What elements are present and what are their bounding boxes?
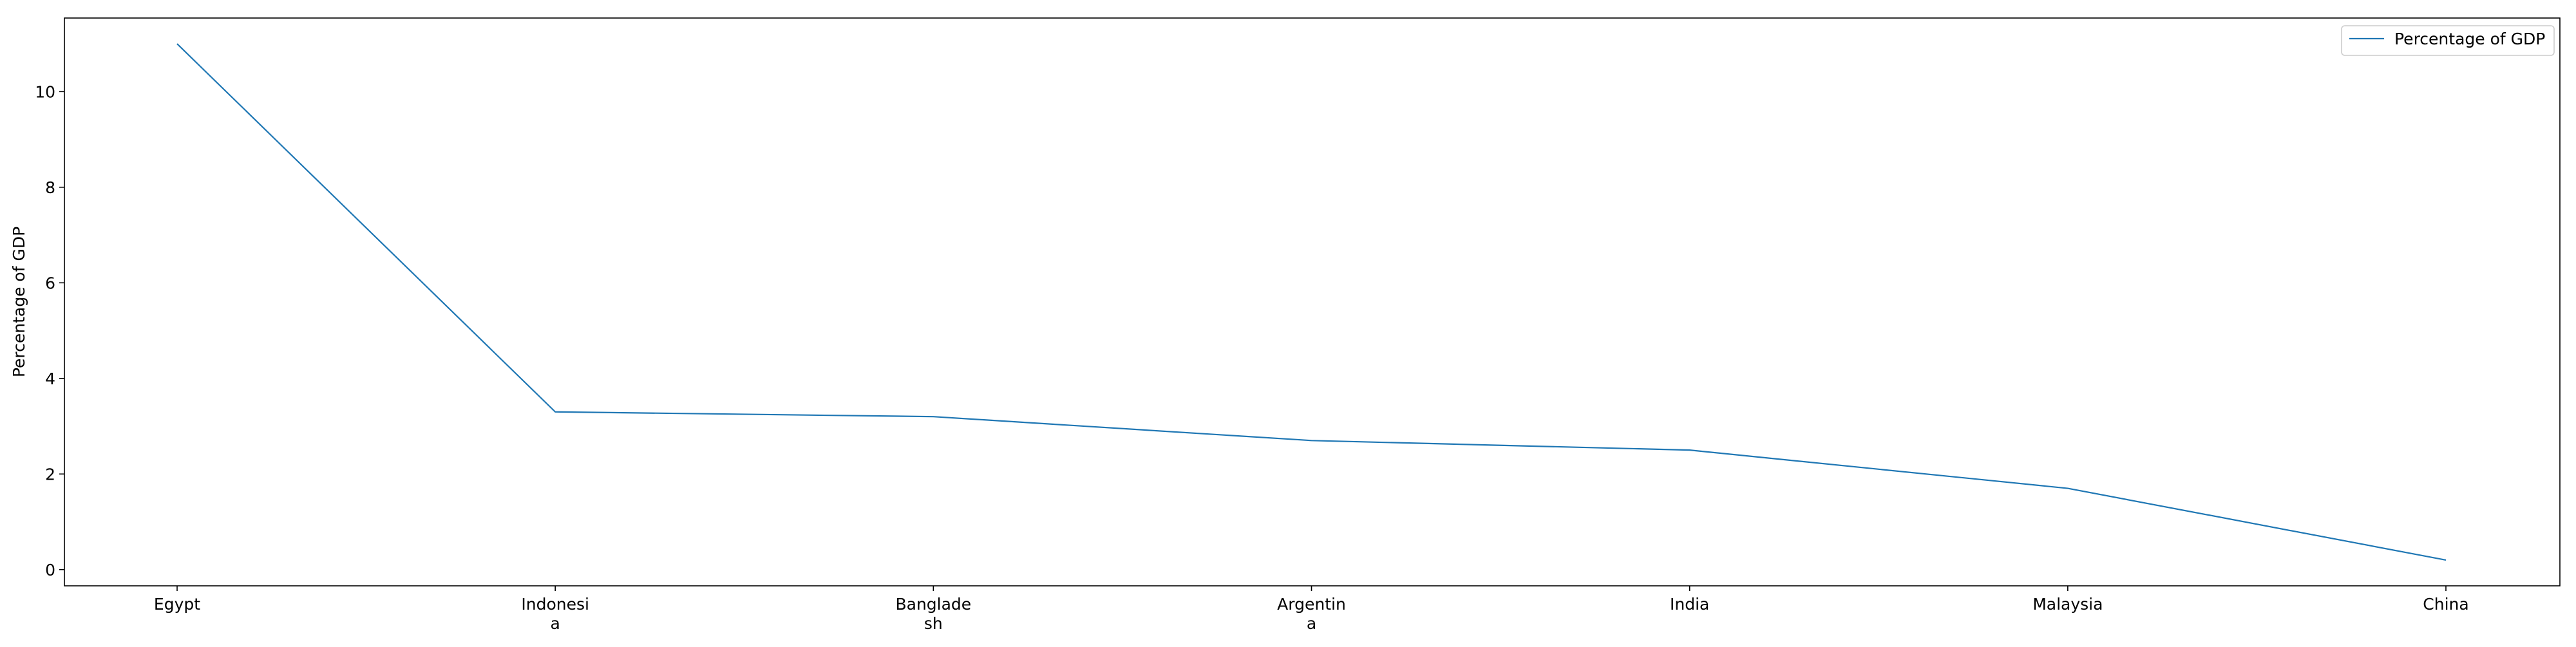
y-tick-label: 0 xyxy=(45,561,55,579)
legend-label: Percentage of GDP xyxy=(2394,30,2545,48)
y-tick-label: 6 xyxy=(45,274,55,292)
x-tick-label: Malaysia xyxy=(2032,595,2103,614)
x-tick-label: Egypt xyxy=(154,595,200,614)
x-tick-label: Argentin a xyxy=(1277,595,1346,633)
x-tick-label: Indonesi a xyxy=(521,595,589,633)
x-axis-ticks: Egypt Indonesi a Banglade sh Argentin a India Ma… xyxy=(154,586,2469,633)
y-tick-label: 4 xyxy=(45,370,55,388)
y-tick-label: 10 xyxy=(35,82,55,101)
series-line xyxy=(176,43,2447,561)
y-axis-ticks: 0 2 4 6 8 10 xyxy=(35,82,64,579)
legend-box xyxy=(2341,25,2555,56)
legend: Percentage of GDP xyxy=(2341,25,2555,56)
y-tick-label: 8 xyxy=(45,178,55,197)
plot-frame xyxy=(64,17,2561,586)
series-layer xyxy=(176,43,2447,561)
x-tick-label: India xyxy=(1670,595,1709,614)
x-tick-label: Banglade sh xyxy=(895,595,971,633)
y-axis-label: Percentage of GDP xyxy=(10,227,28,377)
y-tick-label: 2 xyxy=(45,465,55,483)
x-tick-label: China xyxy=(2423,595,2468,614)
